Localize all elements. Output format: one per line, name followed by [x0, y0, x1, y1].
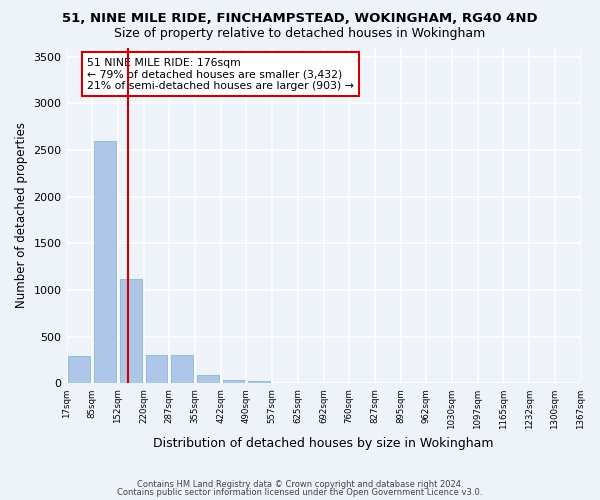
- Bar: [223, 380, 244, 384]
- Text: Contains public sector information licensed under the Open Government Licence v3: Contains public sector information licen…: [118, 488, 482, 497]
- Bar: [171, 356, 193, 384]
- Bar: [197, 375, 219, 384]
- X-axis label: Distribution of detached houses by size in Wokingham: Distribution of detached houses by size …: [153, 437, 494, 450]
- Text: Size of property relative to detached houses in Wokingham: Size of property relative to detached ho…: [115, 28, 485, 40]
- Text: 51, NINE MILE RIDE, FINCHAMPSTEAD, WOKINGHAM, RG40 4ND: 51, NINE MILE RIDE, FINCHAMPSTEAD, WOKIN…: [62, 12, 538, 26]
- Bar: [94, 141, 116, 384]
- Bar: [146, 356, 167, 384]
- Bar: [120, 279, 142, 384]
- Bar: [248, 380, 270, 384]
- Text: Contains HM Land Registry data © Crown copyright and database right 2024.: Contains HM Land Registry data © Crown c…: [137, 480, 463, 489]
- Y-axis label: Number of detached properties: Number of detached properties: [15, 122, 28, 308]
- Bar: [68, 356, 91, 384]
- Text: 51 NINE MILE RIDE: 176sqm
← 79% of detached houses are smaller (3,432)
21% of se: 51 NINE MILE RIDE: 176sqm ← 79% of detac…: [87, 58, 354, 91]
